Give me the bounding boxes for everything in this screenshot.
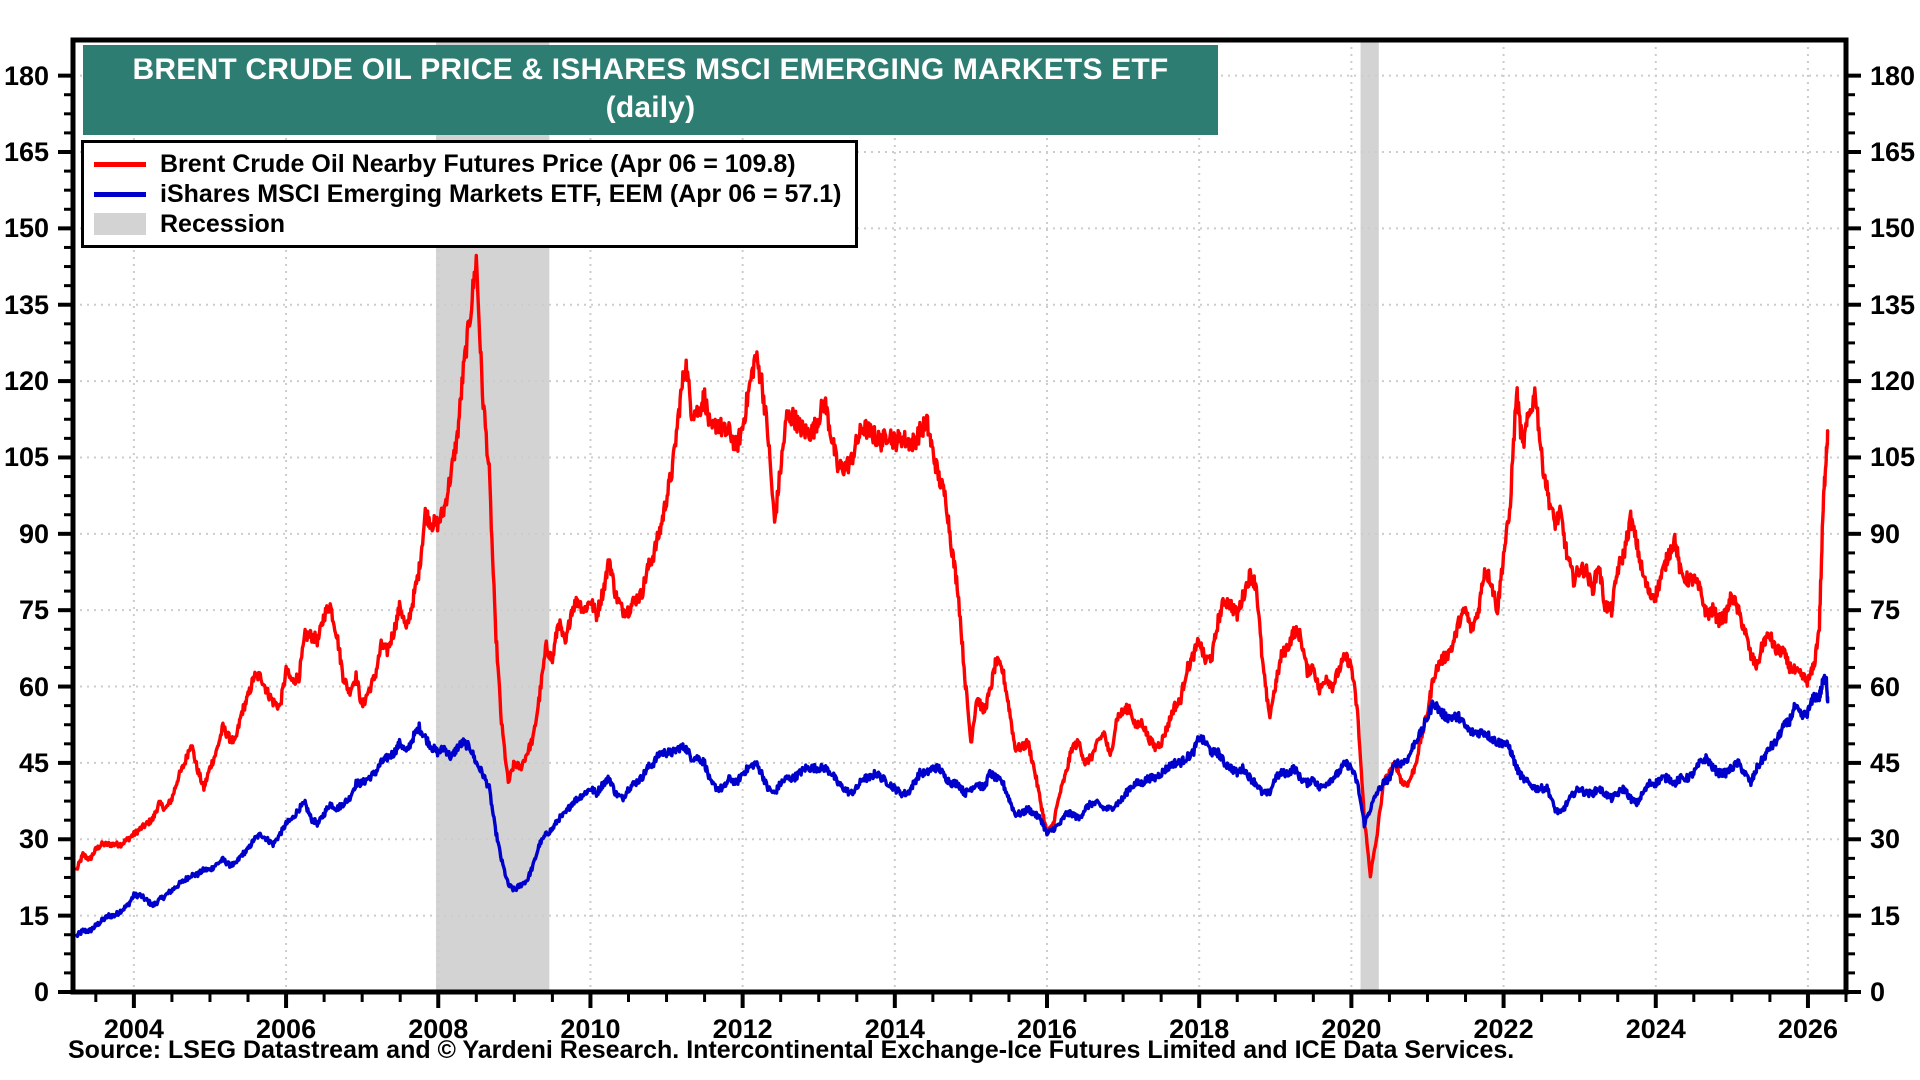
y-axis-label-right: 120 (1870, 366, 1916, 397)
legend-item-brent-crude: Brent Crude Oil Nearby Futures Price (Ap… (94, 149, 841, 179)
legend-swatch-line-blue (94, 191, 146, 197)
x-axis-label: 2004 (103, 1014, 164, 1044)
x-axis-label: 2024 (1625, 1014, 1686, 1044)
y-axis-label-right: 105 (1870, 442, 1916, 473)
legend-item-eem: iShares MSCI Emerging Markets ETF, EEM (… (94, 179, 841, 209)
legend-label-eem: iShares MSCI Emerging Markets ETF, EEM (… (160, 179, 842, 208)
x-axis-label: 2022 (1473, 1014, 1534, 1044)
y-axis-label-right: 75 (1870, 595, 1901, 626)
page-subtitle: (daily) (605, 91, 696, 124)
x-axis-label: 2006 (256, 1014, 317, 1044)
y-axis-label-left: 15 (18, 900, 49, 931)
chart-legend: Brent Crude Oil Nearby Futures Price (Ap… (81, 140, 859, 248)
y-axis-label-left: 165 (3, 137, 49, 167)
x-axis-label: 2012 (712, 1014, 773, 1044)
legend-item-recession: Recession (94, 209, 841, 239)
x-axis-label: 2014 (864, 1014, 925, 1044)
series-line-eem (75, 673, 1830, 939)
source-note: Source: LSEG Datastream and © Yardeni Re… (68, 1036, 1515, 1064)
series-line-brent-crude (75, 253, 1830, 879)
y-axis-label-left: 90 (18, 518, 49, 549)
legend-swatch-line-red (94, 161, 146, 167)
y-axis-label-right: 90 (1870, 518, 1901, 549)
x-axis-label: 2010 (560, 1014, 621, 1044)
legend-swatch-box-recession (94, 213, 146, 235)
y-axis-label-left: 30 (18, 824, 49, 855)
y-axis-label-left: 135 (3, 289, 49, 320)
y-axis-label-left: 105 (3, 442, 49, 473)
recession-shading-2 (1360, 40, 1379, 992)
y-axis-label-right: 165 (1870, 137, 1916, 167)
y-axis-label-left: 180 (3, 60, 49, 91)
page-title: BRENT CRUDE OIL PRICE & ISHARES MSCI EME… (132, 53, 1169, 86)
chart-title-banner: BRENT CRUDE OIL PRICE & ISHARES MSCI EME… (83, 45, 1218, 135)
y-axis-label-left: 150 (3, 213, 49, 244)
y-axis-label-left: 45 (18, 747, 49, 778)
y-axis-label-right: 135 (1870, 289, 1916, 320)
y-axis-label-right: 60 (1870, 671, 1901, 702)
legend-label-recession: Recession (160, 209, 286, 238)
x-axis-label: 2018 (1169, 1014, 1230, 1044)
y-axis-label-left: 75 (18, 595, 49, 626)
y-axis-label-right: 45 (1870, 747, 1901, 778)
x-axis-label: 2016 (1016, 1014, 1078, 1044)
y-axis-label-right: 15 (1870, 900, 1901, 931)
y-axis-label-left: 60 (18, 671, 49, 702)
y-axis-label-right: 180 (1870, 60, 1916, 91)
y-axis-label-left: 0 (33, 977, 49, 1007)
x-axis-label: 2008 (408, 1014, 469, 1044)
legend-label-brent-crude: Brent Crude Oil Nearby Futures Price (Ap… (160, 149, 796, 178)
y-axis-label-right: 0 (1870, 977, 1886, 1007)
x-axis-label: 2020 (1321, 1014, 1382, 1044)
y-axis-label-left: 120 (3, 366, 49, 397)
y-axis-label-right: 150 (1870, 213, 1916, 244)
y-axis-label-right: 30 (1870, 824, 1901, 855)
x-axis-label: 2026 (1777, 1014, 1838, 1044)
